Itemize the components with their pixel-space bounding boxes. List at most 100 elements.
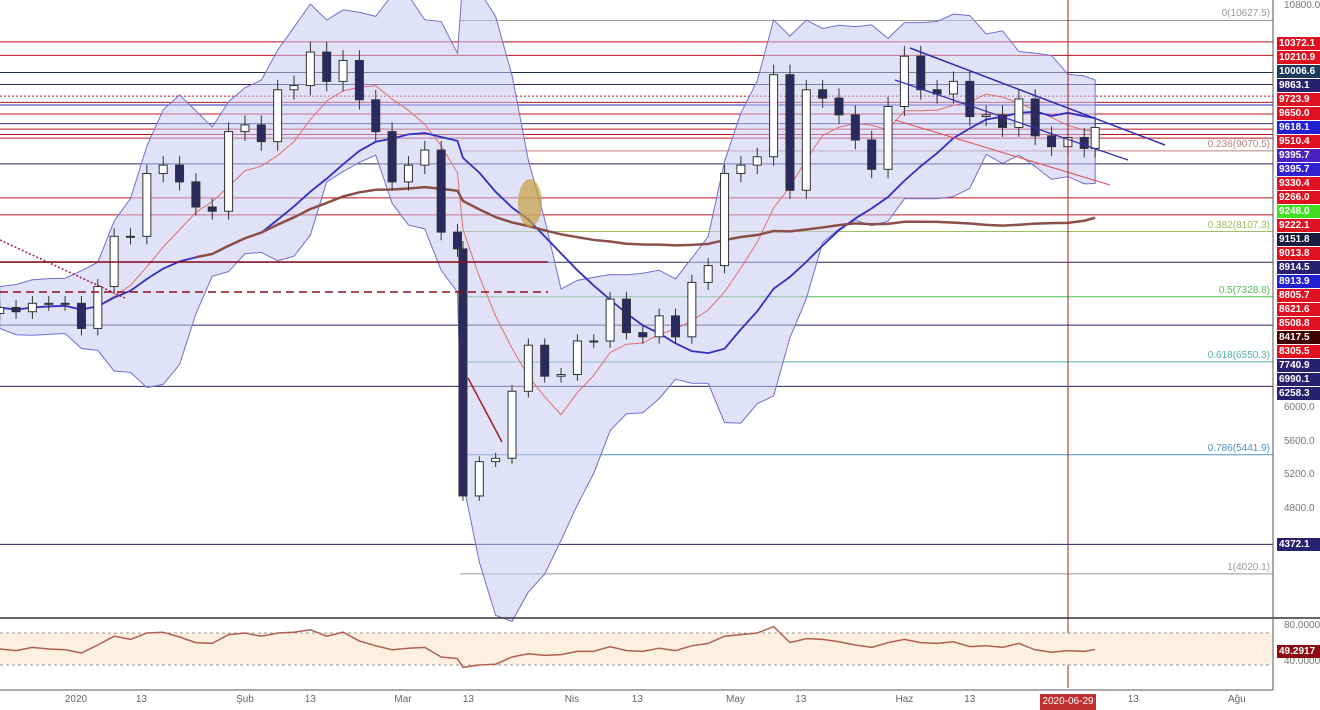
candle[interactable] <box>899 46 909 117</box>
candle[interactable] <box>948 71 958 104</box>
price-label: 9510.4 <box>1277 135 1320 148</box>
ma-brown <box>195 185 1096 259</box>
rsi-current-label: 49.2917 <box>1277 645 1320 658</box>
candle[interactable] <box>801 79 811 199</box>
candle[interactable] <box>572 334 582 381</box>
candle[interactable] <box>818 79 828 108</box>
candle[interactable] <box>1079 128 1089 158</box>
candle[interactable] <box>458 240 468 501</box>
price-label: 8621.6 <box>1277 303 1320 316</box>
price-tick: 5200.0 <box>1284 469 1315 480</box>
candle[interactable] <box>175 156 185 191</box>
time-tick: Haz <box>895 694 914 705</box>
fib-label: 0.786(5441.9) <box>1207 442 1270 454</box>
trend-lines <box>0 0 1166 688</box>
candle[interactable] <box>654 308 664 344</box>
candle[interactable] <box>785 64 795 199</box>
candle[interactable] <box>207 198 217 220</box>
time-tick: 13 <box>135 694 147 705</box>
candle[interactable] <box>834 88 844 125</box>
candle[interactable] <box>436 140 446 241</box>
candle[interactable] <box>605 291 615 348</box>
candle[interactable] <box>273 79 283 151</box>
bollinger-band-area <box>0 0 1096 623</box>
candle[interactable] <box>126 228 135 245</box>
price-label: 9222.1 <box>1277 219 1320 232</box>
price-label: 9151.8 <box>1277 233 1320 246</box>
time-tick: Şub <box>236 694 254 705</box>
candle[interactable] <box>540 338 550 383</box>
candle[interactable] <box>491 452 501 467</box>
candle[interactable] <box>998 105 1007 137</box>
price-label: 9248.0 <box>1277 205 1320 218</box>
candle[interactable] <box>981 105 991 127</box>
candle[interactable] <box>523 338 533 398</box>
candle[interactable] <box>354 50 364 110</box>
ma-red <box>0 85 1096 416</box>
price-label: 10210.9 <box>1277 51 1320 64</box>
candle[interactable] <box>507 385 517 464</box>
bottom-price-label: 4372.1 <box>1277 538 1320 551</box>
price-tick: 6000.0 <box>1284 402 1315 413</box>
time-tick: Ağu <box>1227 694 1246 705</box>
candle[interactable] <box>638 325 648 344</box>
candle[interactable] <box>769 64 779 166</box>
candle[interactable] <box>11 300 21 319</box>
candle[interactable] <box>224 122 234 220</box>
candle[interactable] <box>883 96 893 179</box>
cursor-date-label: 2020-06-29 <box>1040 694 1096 710</box>
candle[interactable] <box>671 308 680 344</box>
candle[interactable] <box>142 164 152 245</box>
candle[interactable] <box>60 296 70 311</box>
candle[interactable] <box>474 456 484 501</box>
candle[interactable] <box>736 156 746 183</box>
candle[interactable] <box>93 279 103 336</box>
candle[interactable] <box>1030 89 1040 146</box>
time-tick: 13 <box>631 694 643 705</box>
candle[interactable] <box>420 140 430 175</box>
candle[interactable] <box>403 156 413 191</box>
price-label: 8508.8 <box>1277 317 1320 330</box>
price-label: 8913.9 <box>1277 275 1320 288</box>
candle[interactable] <box>158 156 168 183</box>
price-label: 9266.0 <box>1277 191 1320 204</box>
price-label: 9723.9 <box>1277 93 1320 106</box>
price-label: 7740.9 <box>1277 359 1320 372</box>
candle[interactable] <box>867 130 877 179</box>
candle[interactable] <box>1047 126 1057 156</box>
candle[interactable] <box>371 90 381 141</box>
candle[interactable] <box>338 50 348 92</box>
candle[interactable] <box>289 75 299 100</box>
ma-blue <box>0 110 1096 355</box>
candle[interactable] <box>621 291 631 340</box>
candle[interactable] <box>453 223 462 257</box>
time-tick: Nis <box>564 694 580 705</box>
candle[interactable] <box>703 257 713 290</box>
candle[interactable] <box>720 164 730 274</box>
candle[interactable] <box>0 300 5 321</box>
candle[interactable] <box>589 334 599 348</box>
candle[interactable] <box>191 173 201 216</box>
candle[interactable] <box>305 41 315 96</box>
price-label: 9395.7 <box>1277 163 1320 176</box>
candle[interactable] <box>27 296 37 319</box>
candle[interactable] <box>965 71 975 127</box>
candle[interactable] <box>322 41 332 92</box>
candle[interactable] <box>256 115 266 151</box>
price-label: 8305.5 <box>1277 345 1320 358</box>
candle[interactable] <box>76 296 86 336</box>
candle[interactable] <box>752 147 762 175</box>
candle[interactable] <box>387 122 397 191</box>
rsi-zone <box>0 633 1272 665</box>
candle[interactable] <box>850 105 860 150</box>
candle[interactable] <box>556 368 566 383</box>
candle[interactable] <box>687 274 697 344</box>
candle[interactable] <box>44 296 54 311</box>
candle[interactable] <box>1014 89 1024 137</box>
candle[interactable] <box>240 115 250 141</box>
price-label: 10372.1 <box>1277 37 1320 50</box>
price-label: 8914.5 <box>1277 261 1320 274</box>
candle[interactable] <box>916 46 926 100</box>
candle[interactable] <box>109 228 119 295</box>
